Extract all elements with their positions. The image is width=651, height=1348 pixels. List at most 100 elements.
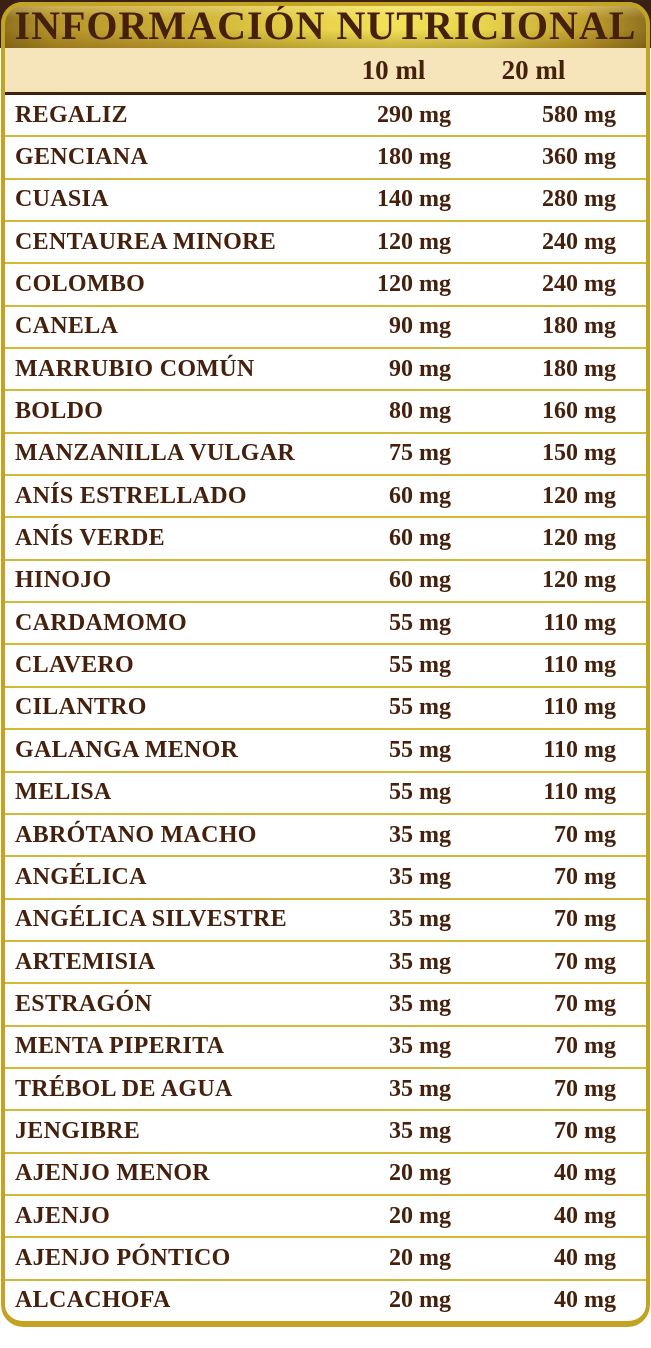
value-10ml: 80 mg	[389, 398, 451, 425]
value-10ml: 180 mg	[377, 144, 451, 171]
value-20ml: 70 mg	[554, 821, 616, 848]
ingredient-name: BOLDO	[15, 398, 104, 425]
value-20ml: 70 mg	[554, 906, 616, 933]
value-10ml: 60 mg	[389, 567, 451, 594]
value-20ml: 40 mg	[554, 1287, 616, 1314]
table-row: AJENJO 20 mg 40 mg	[1, 1196, 650, 1239]
table-row: TRÉBOL DE AGUA 35 mg 70 mg	[1, 1069, 650, 1112]
table-row: COLOMBO 120 mg 240 mg	[1, 264, 650, 307]
ingredient-name: CANELA	[15, 313, 119, 340]
value-20ml: 70 mg	[554, 1075, 616, 1102]
table-row: GENCIANA 180 mg 360 mg	[1, 137, 650, 180]
table-row: HINOJO 60 mg 120 mg	[1, 561, 650, 604]
value-20ml: 580 mg	[542, 101, 616, 128]
column-headers-row: 10 ml 20 ml	[1, 48, 650, 95]
value-10ml: 120 mg	[377, 228, 451, 255]
value-20ml: 70 mg	[554, 1117, 616, 1144]
ingredient-name: JENGIBRE	[15, 1117, 141, 1144]
ingredient-name: GENCIANA	[15, 144, 149, 171]
value-10ml: 90 mg	[389, 313, 451, 340]
value-20ml: 110 mg	[543, 609, 616, 636]
table-row: CANELA 90 mg 180 mg	[1, 307, 650, 350]
value-10ml: 55 mg	[389, 779, 451, 806]
value-20ml: 70 mg	[554, 948, 616, 975]
table-row: MANZANILLA VULGAR 75 mg 150 mg	[1, 434, 650, 477]
ingredient-name: MARRUBIO COMÚN	[15, 355, 255, 382]
ingredient-name: GALANGA MENOR	[15, 736, 239, 763]
table-row: CILANTRO 55 mg 110 mg	[1, 688, 650, 731]
ingredient-name: ANGÉLICA	[15, 863, 147, 890]
ingredient-name: ALCACHOFA	[15, 1287, 171, 1314]
table-row: ALCACHOFA 20 mg 40 mg	[1, 1281, 650, 1321]
value-10ml: 35 mg	[389, 1075, 451, 1102]
value-10ml: 290 mg	[377, 101, 451, 128]
table-row: MELISA 55 mg 110 mg	[1, 773, 650, 815]
ingredient-name: ABRÓTANO MACHO	[15, 821, 257, 848]
value-20ml: 110 mg	[543, 652, 616, 679]
table-row: CARDAMOMO 55 mg 110 mg	[1, 603, 650, 646]
table-row: CLAVERO 55 mg 110 mg	[1, 645, 650, 688]
value-10ml: 35 mg	[389, 863, 451, 890]
value-10ml: 55 mg	[389, 652, 451, 679]
value-20ml: 120 mg	[542, 525, 616, 552]
value-10ml: 20 mg	[389, 1160, 451, 1187]
value-10ml: 20 mg	[389, 1287, 451, 1314]
column-header-10ml: 10 ml	[361, 54, 426, 85]
value-10ml: 55 mg	[389, 736, 451, 763]
value-10ml: 55 mg	[389, 694, 451, 721]
value-10ml: 140 mg	[377, 186, 451, 213]
value-10ml: 55 mg	[389, 609, 451, 636]
table-row: BOLDO 80 mg 160 mg	[1, 391, 650, 434]
table-body: REGALIZ 290 mg 580 mg GENCIANA 180 mg 360 mg C…	[1, 95, 650, 1321]
ingredient-name: HINOJO	[15, 567, 112, 594]
value-10ml: 60 mg	[389, 525, 451, 552]
value-10ml: 75 mg	[389, 440, 451, 467]
table-row: AJENJO MENOR 20 mg 40 mg	[1, 1154, 650, 1196]
ingredient-name: REGALIZ	[15, 101, 128, 128]
value-20ml: 40 mg	[554, 1244, 616, 1271]
table-title: INFORMACIÓN NUTRICIONAL	[14, 2, 637, 48]
ingredient-name: ESTRAGÓN	[15, 990, 153, 1017]
value-20ml: 110 mg	[543, 694, 616, 721]
table-row: ANGÉLICA SILVESTRE 35 mg 70 mg	[1, 900, 650, 942]
ingredient-name: MELISA	[15, 779, 112, 806]
ingredient-name: AJENJO MENOR	[15, 1160, 210, 1187]
ingredient-name: AJENJO PÓNTICO	[15, 1244, 231, 1271]
value-10ml: 35 mg	[389, 948, 451, 975]
ingredient-name: COLOMBO	[15, 271, 146, 298]
table-row: CUASIA 140 mg 280 mg	[1, 180, 650, 223]
ingredient-name: CLAVERO	[15, 652, 135, 679]
value-10ml: 120 mg	[377, 271, 451, 298]
value-20ml: 180 mg	[542, 313, 616, 340]
value-10ml: 20 mg	[389, 1202, 451, 1229]
table-row: ANÍS VERDE 60 mg 120 mg	[1, 518, 650, 561]
ingredient-name: ANÍS ESTRELLADO	[15, 482, 247, 509]
value-20ml: 180 mg	[542, 355, 616, 382]
value-20ml: 160 mg	[542, 398, 616, 425]
column-header-20ml: 20 ml	[501, 54, 566, 85]
ingredient-name: MENTA PIPERITA	[15, 1033, 225, 1060]
value-10ml: 35 mg	[389, 990, 451, 1017]
ingredient-name: CARDAMOMO	[15, 609, 188, 636]
value-20ml: 70 mg	[554, 863, 616, 890]
ingredient-name: CENTAUREA MINORE	[15, 228, 277, 255]
value-10ml: 90 mg	[389, 355, 451, 382]
ingredient-name: AJENJO	[15, 1202, 111, 1229]
value-20ml: 40 mg	[554, 1160, 616, 1187]
value-20ml: 70 mg	[554, 990, 616, 1017]
ingredient-name: CUASIA	[15, 186, 109, 213]
table-row: CENTAUREA MINORE 120 mg 240 mg	[1, 222, 650, 265]
table-row: REGALIZ 290 mg 580 mg	[1, 95, 650, 138]
table-row: ANGÉLICA 35 mg 70 mg	[1, 857, 650, 900]
value-10ml: 60 mg	[389, 482, 451, 509]
table-row: MARRUBIO COMÚN 90 mg 180 mg	[1, 349, 650, 392]
table-row: AJENJO PÓNTICO 20 mg 40 mg	[1, 1238, 650, 1281]
value-20ml: 70 mg	[554, 1033, 616, 1060]
value-20ml: 110 mg	[543, 779, 616, 806]
value-20ml: 120 mg	[542, 482, 616, 509]
table-title-band: INFORMACIÓN NUTRICIONAL	[1, 2, 650, 48]
table-row: ANÍS ESTRELLADO 60 mg 120 mg	[1, 476, 650, 519]
table-row: ARTEMISIA 35 mg 70 mg	[1, 942, 650, 985]
value-20ml: 280 mg	[542, 186, 616, 213]
table-row: JENGIBRE 35 mg 70 mg	[1, 1111, 650, 1154]
